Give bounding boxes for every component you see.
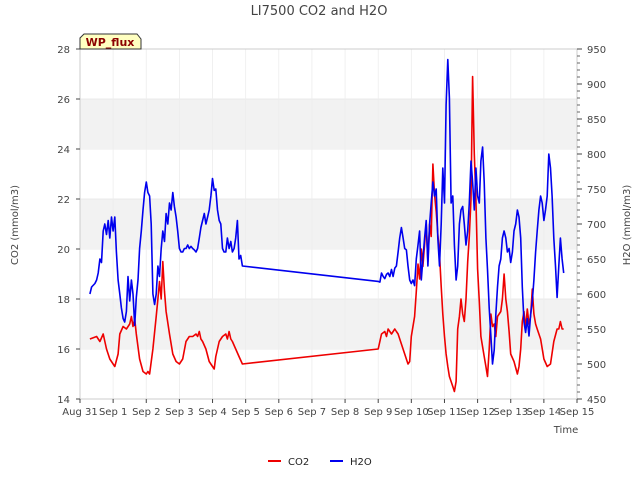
grid-band — [80, 299, 577, 349]
x-tick-label: Sep 12 — [460, 407, 495, 418]
y-left-tick-label: 16 — [57, 345, 70, 356]
y-left-tick-label: 28 — [57, 45, 70, 56]
x-tick-label: Sep 5 — [231, 407, 259, 418]
x-axis: Aug 31 Sep 1 Sep 2 Sep 3 Sep 4 Sep 5 Sep 6 Sep … — [62, 399, 594, 418]
y-right-tick-label: 550 — [587, 325, 606, 336]
legend: CO2 H2O — [268, 457, 372, 468]
x-tick-label: Sep 13 — [493, 407, 528, 418]
x-tick-label: Sep 3 — [165, 407, 193, 418]
y-left-tick-label: 22 — [57, 195, 70, 206]
series-group — [89, 58, 565, 393]
series-line-co2 — [89, 75, 564, 393]
legend-label-h2o: H2O — [350, 457, 372, 468]
series-line-h2o — [89, 58, 565, 365]
x-tick-label: Sep 14 — [526, 407, 561, 418]
grid-band — [80, 199, 577, 249]
site-label-background — [79, 33, 142, 50]
x-tick-label: Sep 2 — [132, 407, 160, 418]
y-right-tick-label: 850 — [587, 115, 606, 126]
x-tick-label: Sep 8 — [331, 407, 359, 418]
y-left-tick-label: 18 — [57, 295, 70, 306]
x-tick-label: Sep 1 — [99, 407, 127, 418]
y-right-tick-label: 450 — [587, 395, 606, 406]
x-tick-label: Sep 7 — [298, 407, 326, 418]
y-right-tick-label: 600 — [587, 290, 606, 301]
site-label: WP_flux — [86, 36, 135, 49]
x-axis-title: Time — [553, 425, 578, 436]
x-tick-label: Sep 10 — [394, 407, 429, 418]
x-tick-label: Sep 6 — [265, 407, 293, 418]
x-tick-label: Sep 4 — [198, 407, 226, 418]
y-right-tick-label: 500 — [587, 360, 606, 371]
site-label-box: WP_flux — [79, 33, 142, 50]
y-axis-left-title: CO2 (mmol/m3) — [10, 185, 21, 265]
y-right-tick-label: 950 — [587, 45, 606, 56]
chart-title: LI7500 CO2 and H2O — [251, 4, 388, 19]
y-right-tick-label: 700 — [587, 220, 606, 231]
y-right-tick-label: 800 — [587, 150, 606, 161]
x-tick-label: Sep 9 — [364, 407, 392, 418]
y-right-tick-label: 900 — [587, 80, 606, 91]
y-axis-right-title: H2O (mmol/m3) — [622, 185, 633, 266]
y-axis-right: 450 500 550 600 650 700 750 800 850 900 950 — [577, 45, 606, 406]
y-left-tick-label: 14 — [57, 395, 70, 406]
grid-band — [80, 99, 577, 149]
y-left-tick-label: 20 — [57, 245, 70, 256]
x-tick-label: Sep 11 — [427, 407, 462, 418]
y-axis-left: 14 16 18 20 22 24 26 28 — [57, 45, 80, 406]
y-right-tick-label: 750 — [587, 185, 606, 196]
x-tick-label: Sep 15 — [560, 407, 595, 418]
y-left-tick-label: 26 — [57, 95, 70, 106]
grid-bands — [80, 48, 577, 350]
y-right-tick-label: 650 — [587, 255, 606, 266]
y-left-tick-label: 24 — [57, 145, 70, 156]
legend-label-co2: CO2 — [288, 457, 309, 468]
x-tick-label: Aug 31 — [62, 407, 97, 418]
